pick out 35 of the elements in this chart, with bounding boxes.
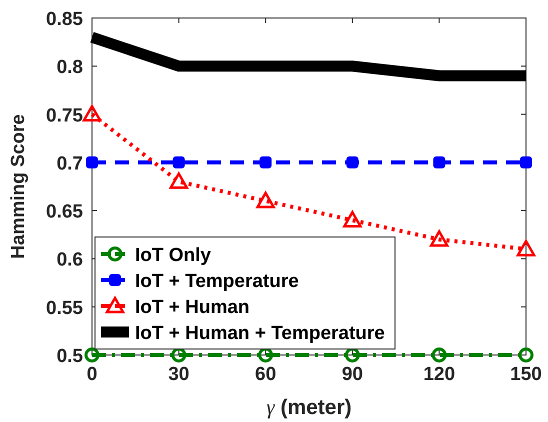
legend-label: IoT + Human [135,297,250,318]
y-tick-label: 0.75 [46,105,84,126]
point [430,230,448,247]
y-tick-label: 0.7 [56,153,83,174]
x-tick-label: 60 [255,364,276,385]
y-axis-title: Hamming Score [8,114,29,259]
y-tick-label: 0.6 [56,250,83,271]
point [256,192,275,208]
point [172,156,185,168]
point [432,348,447,362]
point [86,156,98,168]
y-tick-label: 0.8 [56,57,83,78]
point [82,105,102,122]
legend-label: IoT + Human + Temperature [135,323,385,344]
point [516,240,536,256]
point [346,156,358,168]
y-tick-label: 0.65 [46,202,84,223]
point [84,348,100,362]
x-axis-title: γ (meter) [266,395,352,419]
point [260,156,272,168]
x-tick-label: 0 [86,364,98,385]
x-tick-label: 90 [342,364,363,385]
point [518,348,534,362]
x-tick-label: 150 [510,364,542,385]
point [433,156,446,168]
x-tick-label: 30 [168,364,190,385]
point [520,156,532,168]
point [170,172,188,189]
point [343,210,362,228]
y-tick-label: 0.5 [56,346,84,367]
x-tick-label: 120 [423,364,456,385]
legend-label: IoT Only [135,245,212,266]
legend-label: IoT + Temperature [135,271,299,292]
y-tick-label: 0.55 [46,298,84,319]
y-tick-label: 0.85 [46,9,84,30]
